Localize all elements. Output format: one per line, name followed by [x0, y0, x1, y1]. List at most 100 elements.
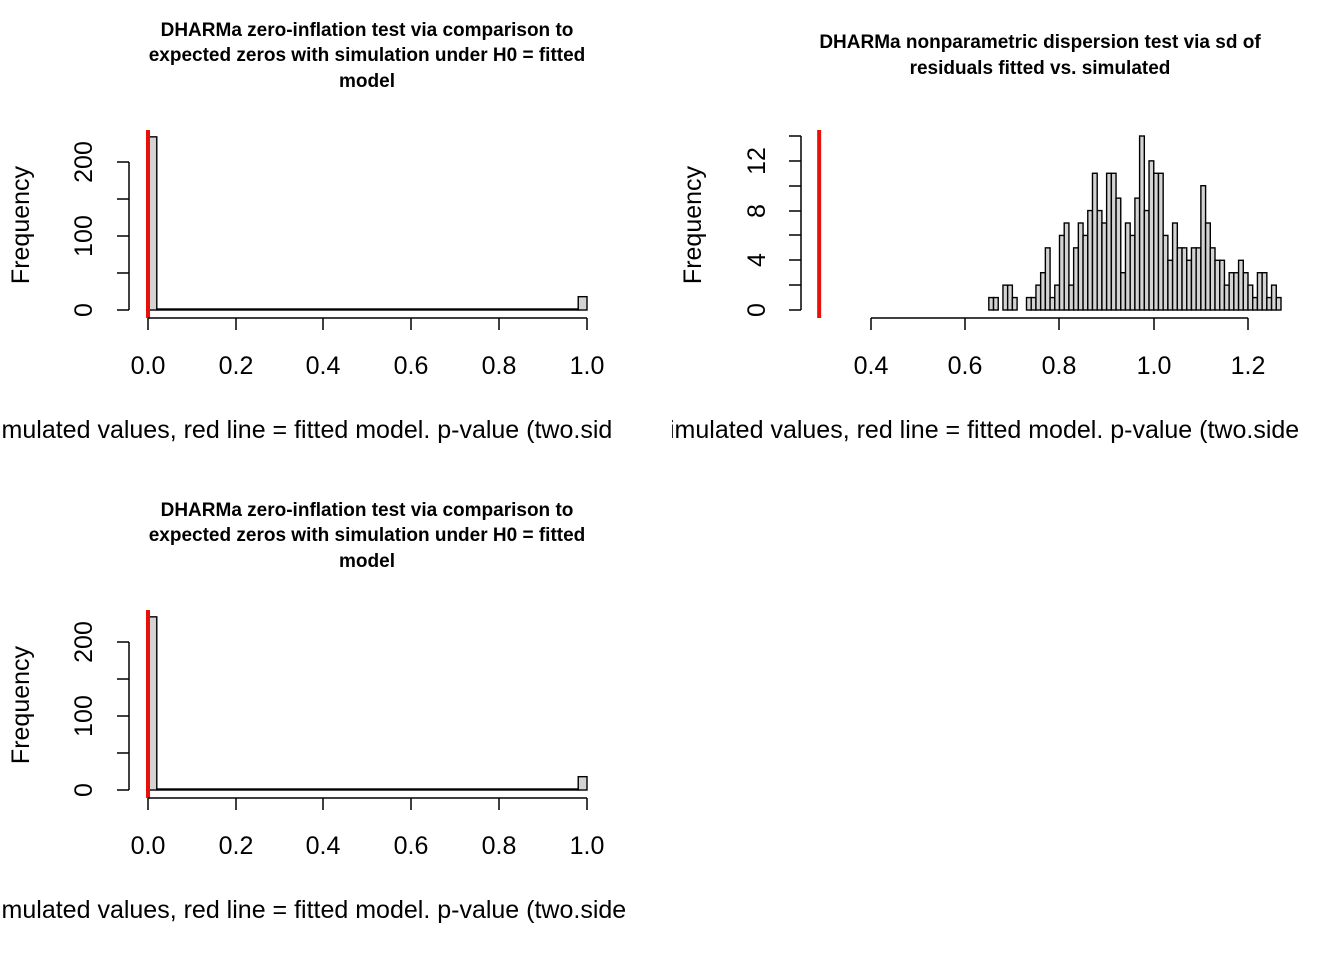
- chart-title-line-2: expected zeros with simulation under H0 …: [149, 45, 586, 66]
- histogram-bar: [1082, 234, 1089, 311]
- histogram-bar: [1176, 247, 1183, 311]
- histogram-bars: [147, 616, 588, 791]
- histogram-bar: [1228, 272, 1235, 311]
- y-tick-label: 12: [743, 147, 771, 175]
- x-tick-label: 0.8: [482, 352, 517, 380]
- y-tick-label: 0: [70, 303, 98, 317]
- x-tick-label: 0.4: [306, 352, 341, 380]
- histogram-bar: [1219, 259, 1226, 311]
- histogram-bar: [1256, 272, 1263, 311]
- x-axis-label: imulated values, red line = fitted model…: [669, 416, 1299, 444]
- histogram-bar: [1266, 296, 1273, 311]
- chart-title-line-3: model: [339, 551, 395, 572]
- histogram-bar: [1039, 272, 1047, 311]
- histogram-empty-bins: [156, 788, 579, 791]
- x-tick-label: 0.4: [306, 832, 341, 860]
- y-tick-label: 200: [70, 621, 98, 663]
- histogram-bar: [1148, 160, 1155, 311]
- x-tick-label: 0.8: [1042, 352, 1077, 380]
- histogram-bar: [1223, 284, 1230, 311]
- histogram-bar: [1049, 296, 1056, 311]
- histogram-bar: [1143, 209, 1150, 311]
- histogram-bar: [1120, 272, 1127, 311]
- x-tick-label: 0.6: [394, 832, 429, 860]
- histogram-bar: [1261, 272, 1268, 311]
- chart-title-line-2: expected zeros with simulation under H0 …: [149, 525, 586, 546]
- histogram-bar: [1072, 247, 1080, 311]
- histogram-bars: [988, 135, 1282, 311]
- chart-title-line-1: DHARMa nonparametric dispersion test via…: [819, 32, 1261, 53]
- histogram-bar: [1091, 172, 1098, 311]
- histogram-bar: [1054, 284, 1061, 311]
- histogram-bar: [1171, 222, 1179, 311]
- histogram-bar: [1110, 172, 1117, 311]
- panel-zero-inflation-bottom: DHARMa zero-inflation test via compariso…: [7, 500, 604, 860]
- histogram-bar: [1209, 247, 1216, 311]
- histogram-bar: [1011, 296, 1018, 311]
- histogram-bar: [1077, 222, 1084, 311]
- chart-title-line-3: model: [339, 71, 395, 92]
- histogram-bar: [1181, 247, 1188, 311]
- histogram-bar: [1044, 247, 1051, 311]
- histogram-bar: [1129, 234, 1136, 311]
- histogram-bar: [577, 295, 588, 311]
- histogram-bar: [992, 296, 999, 311]
- chart-title-line-1: DHARMa zero-inflation test via compariso…: [161, 20, 574, 41]
- panel-zero-inflation-top: DHARMa zero-inflation test via compariso…: [7, 20, 604, 380]
- histogram-empty-bins: [156, 308, 579, 311]
- y-axis: 0 100 200: [70, 621, 130, 797]
- histogram-bar: [1237, 259, 1244, 311]
- histogram-bar: [1190, 247, 1197, 311]
- x-axis-label: imulated values, red line = fitted model…: [0, 416, 612, 444]
- x-axis-label: imulated values, red line = fitted model…: [0, 896, 626, 924]
- y-axis-label: Frequency: [7, 645, 35, 764]
- histogram-bar: [1105, 172, 1113, 311]
- y-tick-label: 4: [743, 253, 771, 267]
- y-tick-label: 100: [70, 215, 98, 257]
- histogram-bar: [1025, 296, 1032, 311]
- histogram-bar: [1138, 135, 1146, 311]
- y-tick-label: 200: [70, 141, 98, 183]
- y-tick-label: 8: [743, 204, 771, 218]
- x-tick-label: 0.0: [131, 832, 166, 860]
- histogram-bar: [1058, 234, 1065, 311]
- y-axis: 0 4 8 12: [743, 135, 802, 317]
- histogram-bar: [1124, 222, 1131, 311]
- histogram-bar: [1153, 172, 1160, 311]
- panel-dispersion: DHARMa nonparametric dispersion test via…: [679, 32, 1282, 380]
- histogram-bar: [1157, 172, 1164, 311]
- x-tick-label: 0.2: [219, 832, 254, 860]
- histogram-bar: [1167, 259, 1174, 311]
- histogram-bar: [1275, 296, 1282, 311]
- y-axis-label: Frequency: [7, 165, 35, 284]
- histogram-bar: [1270, 284, 1277, 311]
- histogram-bar: [577, 775, 588, 791]
- histogram-bar: [1242, 272, 1249, 311]
- histogram-bar: [1030, 296, 1037, 311]
- x-tick-label: 0.4: [854, 352, 889, 380]
- histogram-bar: [1195, 247, 1202, 311]
- x-axis: 0.0 0.2 0.4 0.6 0.8 1.0: [131, 317, 605, 380]
- x-axis: 0.4 0.6 0.8 1.0 1.2: [854, 317, 1265, 380]
- y-tick-label: 0: [70, 783, 98, 797]
- histogram-bar: [1162, 234, 1169, 311]
- chart-title-line-1: DHARMa zero-inflation test via compariso…: [161, 500, 574, 521]
- chart-title-line-2: residuals fitted vs. simulated: [910, 58, 1171, 79]
- histogram-bar: [1006, 284, 1014, 311]
- histogram-bar: [1186, 259, 1193, 311]
- x-tick-label: 1.0: [1137, 352, 1172, 380]
- x-tick-label: 1.0: [570, 352, 605, 380]
- histogram-bar: [1002, 284, 1009, 311]
- y-tick-label: 0: [743, 303, 771, 317]
- histogram-bar: [1101, 222, 1108, 311]
- x-tick-label: 0.8: [482, 832, 517, 860]
- x-axis: 0.0 0.2 0.4 0.6 0.8 1.0: [131, 797, 604, 860]
- histogram-bar: [1068, 284, 1075, 311]
- x-tick-label: 0.6: [948, 352, 983, 380]
- x-tick-label: 0.6: [394, 352, 429, 380]
- histogram-bar: [1115, 197, 1122, 311]
- histogram-bar: [1200, 185, 1207, 311]
- histogram-bar: [1134, 197, 1141, 311]
- y-axis: 0 100 200: [70, 141, 130, 317]
